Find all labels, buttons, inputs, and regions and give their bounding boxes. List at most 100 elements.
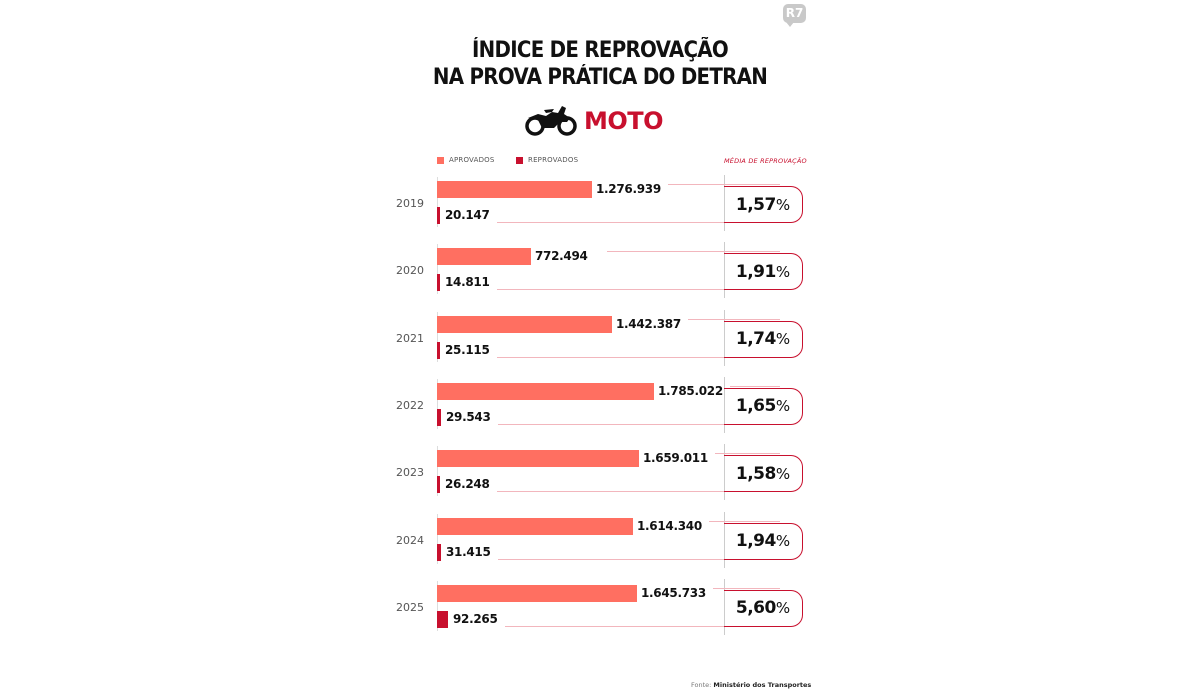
average-pill: 5,60% bbox=[724, 589, 803, 627]
guide-line bbox=[497, 289, 780, 291]
year-label: 2022 bbox=[396, 398, 424, 412]
source-note: Fonte: Ministério dos Transportes bbox=[691, 681, 811, 689]
guide-line bbox=[498, 423, 780, 425]
year-label: 2025 bbox=[396, 600, 424, 614]
approved-swatch bbox=[437, 156, 444, 164]
guide-line bbox=[709, 520, 780, 522]
approved-bar bbox=[437, 517, 633, 535]
axis-line bbox=[437, 513, 438, 564]
rejected-value: 14.811 bbox=[445, 275, 490, 290]
rejected-bar bbox=[437, 207, 440, 224]
rejected-bar bbox=[437, 610, 448, 628]
chart-row-2022: 2022 1.785.022 29.543 1,65% bbox=[0, 376, 1200, 443]
average-value: 1,58 bbox=[735, 463, 776, 484]
rejected-value: 31.415 bbox=[446, 544, 491, 559]
rejected-value: 29.543 bbox=[446, 409, 491, 424]
approved-value: 772.494 bbox=[535, 249, 588, 264]
year-label: 2021 bbox=[396, 331, 424, 345]
average-pill: 1,57% bbox=[724, 186, 803, 223]
chart-row-2024: 2024 1.614.340 31.415 1,94% bbox=[0, 511, 1200, 578]
average-value: 1,65 bbox=[735, 396, 776, 417]
axis-line bbox=[437, 311, 438, 362]
guide-line bbox=[498, 558, 780, 560]
axis-line bbox=[437, 244, 438, 295]
approved-bar bbox=[437, 181, 592, 198]
legend-approved: APROVADOS bbox=[437, 156, 495, 164]
guide-line bbox=[688, 318, 780, 320]
rejected-bar bbox=[437, 543, 441, 561]
source-label: Fonte: bbox=[691, 681, 712, 689]
chart-row-2019: 2019 1.276.939 20.147 1,57% bbox=[0, 175, 1200, 241]
guide-line bbox=[497, 222, 780, 223]
rejected-value: 92.265 bbox=[453, 611, 498, 626]
average-pill: 1,58% bbox=[724, 455, 803, 493]
column-divider bbox=[724, 511, 725, 568]
approved-bar bbox=[437, 450, 639, 468]
rejected-swatch bbox=[516, 156, 523, 164]
category-label: MOTO bbox=[584, 107, 664, 135]
source-name: Ministério dos Transportes bbox=[713, 681, 812, 689]
column-divider bbox=[724, 309, 725, 366]
r7-logo: R7 bbox=[783, 4, 806, 27]
motorcycle-icon bbox=[524, 102, 578, 140]
axis-line bbox=[437, 580, 438, 631]
percent-sign: % bbox=[775, 464, 791, 483]
average-value: 1,74 bbox=[735, 329, 776, 350]
approved-value: 1.645.733 bbox=[641, 585, 706, 600]
approved-bar bbox=[437, 248, 531, 266]
average-value: 1,94 bbox=[735, 531, 776, 551]
chart-row-2023: 2023 1.659.011 26.248 1,58% bbox=[0, 444, 1200, 510]
guide-line bbox=[505, 625, 780, 627]
rejected-bar bbox=[437, 408, 441, 426]
rejected-bar bbox=[437, 341, 440, 359]
average-value: 5,60 bbox=[735, 598, 776, 619]
percent-sign: % bbox=[775, 532, 791, 550]
legend-rejected: REPROVADOS bbox=[516, 156, 578, 164]
average-value: 1,91 bbox=[735, 261, 776, 282]
chart-title-line1: ÍNDICE DE REPROVAÇÃO bbox=[472, 38, 729, 63]
legend-approved-label: APROVADOS bbox=[449, 156, 495, 164]
average-pill: 1,65% bbox=[724, 387, 803, 425]
guide-line bbox=[607, 251, 780, 253]
approved-bar bbox=[437, 584, 637, 602]
rejected-bar bbox=[437, 476, 440, 494]
axis-line bbox=[437, 378, 438, 429]
chart-row-2021: 2021 1.442.387 25.115 1,74% bbox=[0, 309, 1200, 376]
guide-line bbox=[497, 356, 780, 358]
percent-sign: % bbox=[775, 397, 791, 416]
approved-bar bbox=[437, 382, 654, 400]
year-label: 2023 bbox=[396, 466, 424, 480]
guide-line bbox=[730, 385, 780, 387]
average-value: 1,57 bbox=[735, 194, 776, 215]
year-label: 2020 bbox=[396, 264, 424, 278]
year-label: 2019 bbox=[396, 197, 424, 210]
column-divider bbox=[724, 376, 725, 433]
percent-sign: % bbox=[775, 330, 791, 349]
column-divider bbox=[724, 444, 725, 501]
approved-value: 1.276.939 bbox=[596, 182, 661, 196]
guide-line bbox=[715, 453, 780, 455]
approved-value: 1.442.387 bbox=[616, 316, 681, 331]
column-divider bbox=[724, 175, 725, 231]
rejected-value: 20.147 bbox=[445, 208, 490, 222]
approved-value: 1.785.022 bbox=[658, 383, 723, 398]
category-header: MOTO bbox=[524, 102, 664, 140]
guide-line bbox=[668, 184, 780, 185]
axis-line bbox=[437, 446, 438, 497]
percent-sign: % bbox=[775, 599, 791, 618]
average-pill: 1,74% bbox=[724, 320, 803, 358]
average-column-label: MÉDIA DE REPROVAÇÃO bbox=[724, 157, 807, 165]
approved-value: 1.614.340 bbox=[637, 518, 702, 533]
axis-line bbox=[437, 177, 438, 227]
percent-sign: % bbox=[775, 262, 791, 281]
year-label: 2024 bbox=[396, 533, 424, 547]
average-pill: 1,91% bbox=[724, 253, 803, 291]
approved-bar bbox=[437, 315, 612, 333]
rejected-value: 26.248 bbox=[445, 477, 490, 492]
rejected-bar bbox=[437, 274, 440, 292]
chart-row-2020: 2020 772.494 14.811 1,91% bbox=[0, 242, 1200, 308]
column-divider bbox=[724, 578, 725, 635]
percent-sign: % bbox=[775, 195, 791, 214]
average-pill: 1,94% bbox=[724, 522, 803, 560]
approved-value: 1.659.011 bbox=[643, 451, 708, 466]
